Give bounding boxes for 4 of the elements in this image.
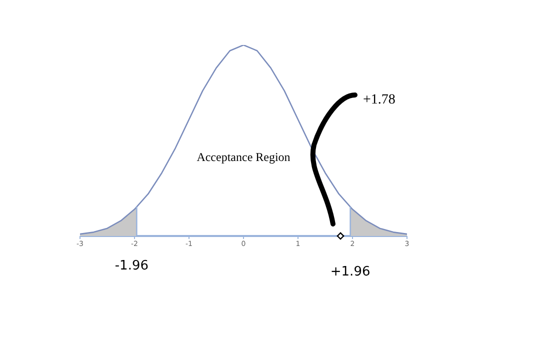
annotation: +1.78 — [363, 92, 396, 108]
annotation: Acceptance Region — [196, 150, 290, 164]
ref-line-label: -1.96 — [114, 258, 148, 274]
ref-line-label: +1.96 — [330, 264, 370, 280]
